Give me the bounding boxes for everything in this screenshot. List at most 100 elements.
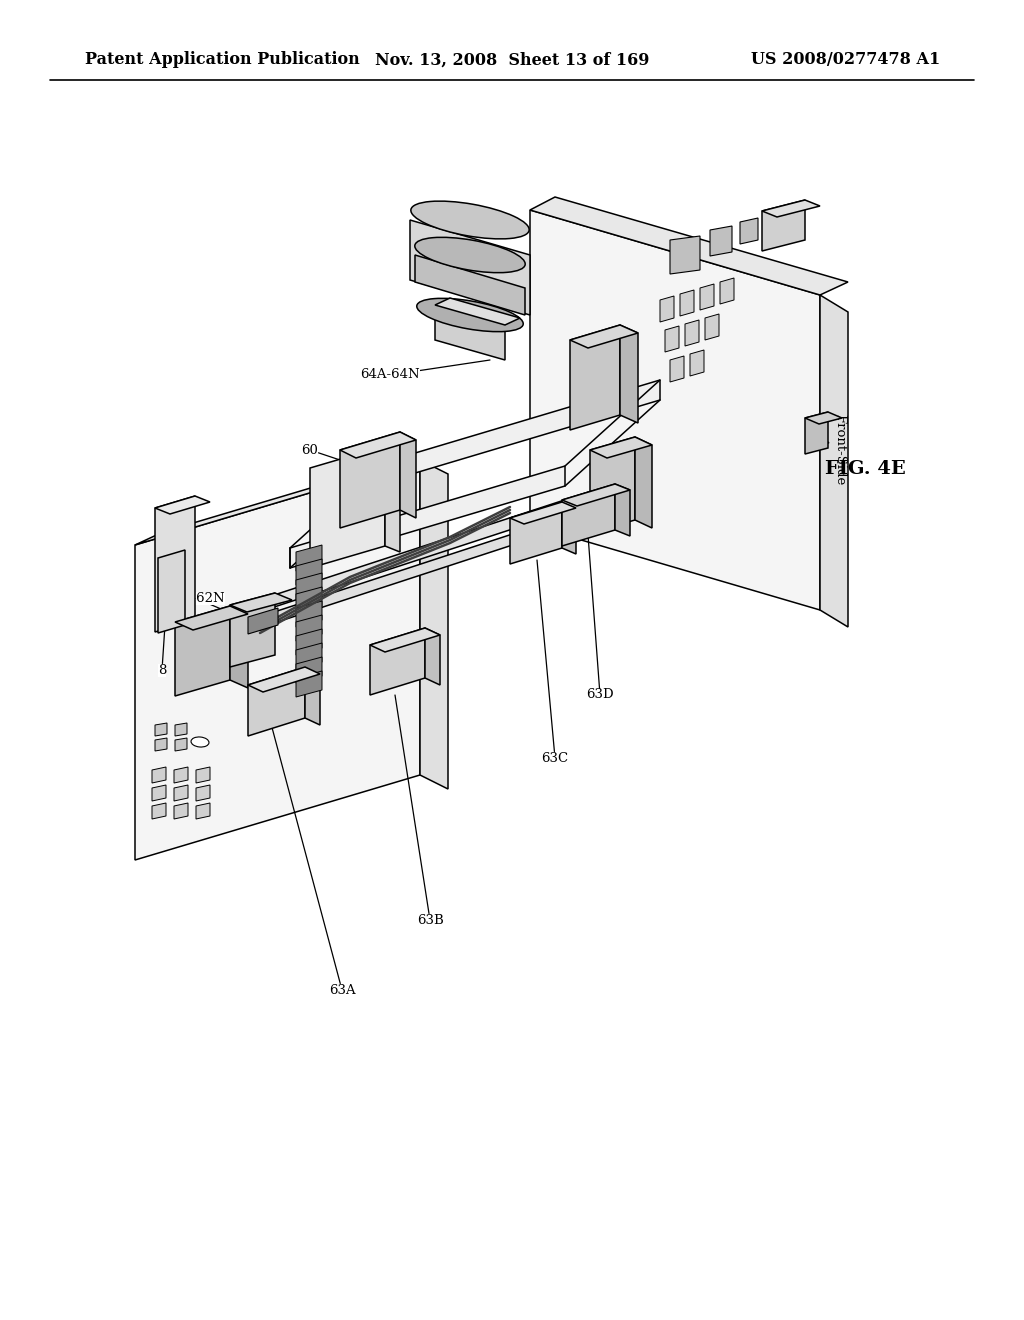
Text: 62A-62N: 62A-62N — [165, 591, 252, 622]
Polygon shape — [590, 437, 635, 533]
Polygon shape — [385, 380, 660, 482]
Polygon shape — [152, 785, 166, 801]
Polygon shape — [135, 447, 449, 545]
Text: 8: 8 — [158, 624, 166, 676]
Polygon shape — [570, 325, 620, 430]
Polygon shape — [248, 667, 305, 737]
Polygon shape — [174, 767, 188, 783]
Polygon shape — [296, 657, 322, 682]
Polygon shape — [510, 502, 562, 564]
Polygon shape — [196, 767, 210, 783]
Polygon shape — [562, 484, 615, 546]
Polygon shape — [196, 803, 210, 818]
Polygon shape — [296, 558, 322, 585]
Polygon shape — [196, 785, 210, 801]
Polygon shape — [510, 502, 575, 524]
Polygon shape — [562, 484, 630, 506]
Polygon shape — [370, 628, 425, 696]
Polygon shape — [230, 606, 248, 688]
Polygon shape — [660, 296, 674, 322]
Text: US 2008/0277478 A1: US 2008/0277478 A1 — [751, 51, 940, 69]
Polygon shape — [158, 550, 185, 634]
Polygon shape — [296, 615, 322, 642]
Polygon shape — [175, 723, 187, 737]
Text: Nov. 13, 2008  Sheet 13 of 169: Nov. 13, 2008 Sheet 13 of 169 — [375, 51, 649, 69]
Polygon shape — [230, 593, 292, 612]
Polygon shape — [175, 606, 248, 630]
Text: 63B: 63B — [395, 696, 443, 927]
Text: Patent Application Publication: Patent Application Publication — [85, 51, 359, 69]
Polygon shape — [135, 459, 420, 861]
Polygon shape — [296, 671, 322, 697]
Polygon shape — [174, 785, 188, 801]
Polygon shape — [670, 236, 700, 275]
Polygon shape — [174, 803, 188, 818]
Ellipse shape — [411, 201, 529, 239]
Polygon shape — [296, 573, 322, 599]
Polygon shape — [690, 350, 705, 376]
Polygon shape — [296, 587, 322, 612]
Polygon shape — [265, 488, 650, 626]
Text: 64A-64N: 64A-64N — [360, 360, 490, 381]
Polygon shape — [680, 290, 694, 315]
Polygon shape — [310, 446, 385, 568]
Polygon shape — [700, 284, 714, 310]
Polygon shape — [248, 609, 278, 634]
Polygon shape — [248, 667, 319, 692]
Polygon shape — [615, 484, 630, 536]
Text: FIG. 4E: FIG. 4E — [825, 459, 905, 478]
Polygon shape — [152, 767, 166, 783]
Polygon shape — [530, 197, 848, 294]
Polygon shape — [296, 643, 322, 669]
Polygon shape — [705, 314, 719, 341]
Polygon shape — [155, 496, 195, 632]
Polygon shape — [562, 502, 575, 554]
Polygon shape — [685, 319, 699, 346]
Polygon shape — [290, 466, 565, 568]
Polygon shape — [296, 601, 322, 627]
Polygon shape — [435, 305, 505, 360]
Polygon shape — [670, 356, 684, 381]
Polygon shape — [296, 545, 322, 572]
Polygon shape — [152, 803, 166, 818]
Text: Front-Side: Front-Side — [812, 414, 847, 486]
Polygon shape — [620, 325, 638, 422]
Polygon shape — [340, 432, 416, 458]
Polygon shape — [415, 255, 525, 315]
Polygon shape — [435, 298, 520, 325]
Text: 63D: 63D — [586, 535, 613, 701]
Ellipse shape — [415, 238, 525, 273]
Polygon shape — [230, 593, 275, 667]
Ellipse shape — [191, 737, 209, 747]
Polygon shape — [155, 723, 167, 737]
Polygon shape — [530, 210, 820, 610]
Polygon shape — [762, 201, 805, 251]
Text: 63A: 63A — [270, 719, 355, 997]
Polygon shape — [665, 326, 679, 352]
Text: 63C: 63C — [537, 560, 568, 764]
Polygon shape — [400, 432, 416, 517]
Polygon shape — [296, 630, 322, 655]
Polygon shape — [340, 432, 400, 528]
Polygon shape — [370, 628, 440, 652]
Polygon shape — [805, 412, 828, 454]
Polygon shape — [805, 412, 842, 424]
Polygon shape — [155, 496, 210, 513]
Polygon shape — [762, 201, 820, 216]
Polygon shape — [710, 226, 732, 256]
Polygon shape — [635, 437, 652, 528]
Polygon shape — [265, 473, 650, 610]
Polygon shape — [305, 667, 319, 725]
Polygon shape — [720, 279, 734, 304]
Text: 60: 60 — [301, 444, 355, 465]
Polygon shape — [420, 459, 449, 789]
Polygon shape — [155, 738, 167, 751]
Polygon shape — [410, 220, 530, 315]
Polygon shape — [590, 437, 652, 458]
Polygon shape — [385, 446, 400, 552]
Polygon shape — [820, 294, 848, 627]
Polygon shape — [570, 325, 638, 348]
Polygon shape — [175, 606, 230, 696]
Polygon shape — [425, 628, 440, 685]
Ellipse shape — [417, 298, 523, 331]
